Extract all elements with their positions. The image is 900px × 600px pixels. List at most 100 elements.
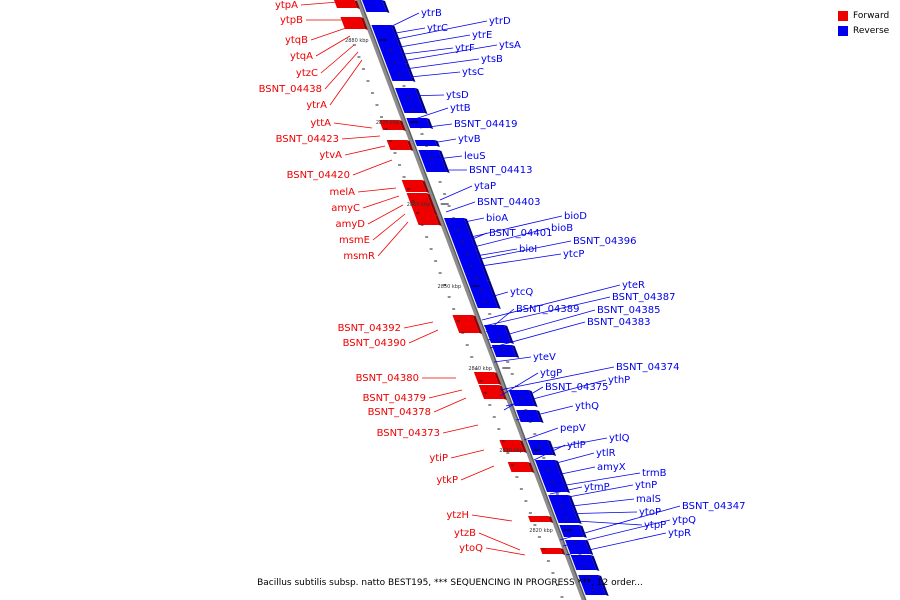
forward-gene-amyd-leader bbox=[367, 204, 404, 225]
reverse-gene-trmb-leader bbox=[547, 472, 641, 489]
reverse-gene-ytrd-label: ytrD bbox=[489, 16, 511, 27]
forward-gene-bsnt-04423-label: BSNT_04423 bbox=[276, 134, 339, 145]
reverse-gene-bsnt-04385-leader bbox=[487, 309, 596, 341]
forward-gene-bsnt-04378-leader bbox=[433, 397, 467, 413]
reverse-gene-ytcq-label: ytcQ bbox=[510, 287, 533, 298]
forward-gene-mela-leader bbox=[357, 187, 397, 193]
forward-feature-12 bbox=[507, 462, 532, 472]
reverse-gene-ytsd-label: ytsD bbox=[446, 90, 469, 101]
forward-feature-4 bbox=[386, 140, 411, 150]
forward-feature-2 bbox=[340, 17, 365, 29]
forward-gene-bsnt-04379-label: BSNT_04379 bbox=[363, 393, 426, 404]
reverse-gene-bsnt-04413-label: BSNT_04413 bbox=[469, 165, 532, 176]
reverse-gene-ytpq-label: ytpQ bbox=[672, 515, 696, 526]
reverse-feature-14 bbox=[516, 410, 541, 422]
forward-feature-1 bbox=[334, 0, 358, 8]
map-caption: Bacillus subtilis subsp. natto BEST195, … bbox=[257, 578, 643, 588]
reverse-gene-ytcp-label: ytcP bbox=[563, 249, 584, 260]
forward-gene-bsnt-04392-label: BSNT_04392 bbox=[338, 323, 401, 334]
reverse-gene-bsnt-04396-leader bbox=[465, 240, 572, 263]
reverse-gene-bsnt-04347-leader bbox=[559, 505, 681, 541]
reverse-swatch bbox=[838, 25, 848, 36]
reverse-feature-10 bbox=[467, 280, 498, 308]
forward-gene-bsnt-04390-leader bbox=[408, 329, 439, 344]
reverse-feature-4-edge bbox=[415, 88, 428, 114]
reverse-feature-8 bbox=[443, 218, 476, 250]
forward-gene-ytta-leader bbox=[333, 122, 373, 129]
reverse-feature-7 bbox=[418, 150, 447, 172]
reverse-feature-5 bbox=[406, 118, 431, 128]
reverse-gene-ytrd-leader bbox=[391, 20, 488, 41]
forward-gene-bsnt-04380-label: BSNT_04380 bbox=[356, 373, 419, 384]
reverse-feature-1 bbox=[362, 0, 387, 12]
reverse-gene-bioa-label: bioA bbox=[486, 213, 508, 224]
reverse-gene-bsnt-04347-label: BSNT_04347 bbox=[682, 501, 745, 512]
reverse-feature-12-edge bbox=[511, 345, 520, 358]
forward-gene-ytpa-label: ytpA bbox=[275, 0, 298, 11]
forward-gene-bsnt-04379-leader bbox=[428, 389, 463, 399]
reverse-gene-biod-label: bioD bbox=[564, 211, 587, 222]
reverse-gene-ytsa-leader bbox=[395, 44, 498, 63]
reverse-feature-18-edge bbox=[579, 525, 587, 538]
forward-feature-7 bbox=[414, 215, 439, 225]
reverse-gene-ytlp-leader bbox=[533, 444, 566, 461]
reverse-gene-ytmp-leader bbox=[549, 486, 583, 495]
reverse-feature-3-edge bbox=[405, 63, 416, 82]
reverse-gene-ytre-label: ytrE bbox=[472, 30, 492, 41]
reverse-gene-ytsb-leader bbox=[397, 58, 480, 71]
reverse-gene-yter-leader bbox=[481, 284, 621, 321]
forward-gene-ytzc-label: ytzC bbox=[296, 68, 318, 79]
reverse-gene-bsnt-04375-label: BSNT_04375 bbox=[545, 382, 608, 393]
reverse-gene-ytsa-label: ytsA bbox=[499, 40, 521, 51]
reverse-gene-ytcp-leader bbox=[467, 253, 562, 269]
forward-feature-11-edge bbox=[519, 440, 527, 453]
reverse-gene-leus-label: leuS bbox=[464, 151, 486, 162]
reverse-gene-bsnt-04419-leader bbox=[419, 123, 453, 129]
forward-gene-bsnt-04378-label: BSNT_04378 bbox=[368, 407, 431, 418]
reverse-feature-6 bbox=[414, 140, 437, 146]
reverse-gene-bioa-leader bbox=[449, 217, 485, 226]
reverse-gene-ytpp-label: ytpP bbox=[644, 520, 666, 531]
scale-label: 2830 kbp bbox=[499, 448, 523, 454]
reverse-gene-ytpr-label: ytpR bbox=[668, 528, 691, 539]
reverse-gene-mals-label: malS bbox=[636, 494, 661, 505]
forward-gene-bsnt-04438-leader bbox=[324, 51, 359, 90]
reverse-gene-ytgp-label: ytgP bbox=[540, 368, 562, 379]
forward-gene-ytzh-label: ytzH bbox=[446, 510, 469, 521]
reverse-feature-14-edge bbox=[536, 410, 544, 423]
forward-feature-11 bbox=[499, 440, 524, 452]
reverse-gene-ytlr-label: ytlR bbox=[596, 448, 616, 459]
reverse-gene-leus-leader bbox=[427, 155, 463, 161]
reverse-gene-ytre-leader bbox=[393, 34, 471, 49]
scale-label: 2840 kbp bbox=[468, 366, 492, 372]
reverse-gene-ytev-label: yteV bbox=[533, 352, 556, 363]
forward-feature-9-edge bbox=[493, 372, 502, 385]
reverse-gene-ytap-leader bbox=[439, 185, 473, 201]
forward-gene-bsnt-04392-leader bbox=[403, 321, 434, 329]
forward-feature-7-edge bbox=[434, 215, 442, 226]
reverse-gene-ytev-leader bbox=[493, 356, 532, 363]
reverse-gene-ytrb-label: ytrB bbox=[421, 8, 442, 19]
reverse-gene-amyx-label: amyX bbox=[597, 462, 626, 473]
forward-gene-ytzc-leader bbox=[320, 44, 355, 74]
reverse-feature-4 bbox=[395, 88, 425, 113]
forward-feature-4-edge bbox=[406, 140, 414, 151]
forward-feature-10-edge bbox=[498, 385, 508, 400]
reverse-gene-ytrf-label: ytrF bbox=[455, 43, 475, 54]
forward-feature-14 bbox=[540, 548, 563, 554]
legend-item-forward: Forward bbox=[838, 8, 889, 23]
reverse-gene-amyx-leader bbox=[541, 466, 596, 479]
reverse-gene-yttb-label: yttB bbox=[450, 103, 471, 114]
reverse-gene-bsnt-04389-leader bbox=[485, 308, 515, 333]
reverse-feature-12 bbox=[491, 345, 517, 357]
reverse-feature-8-edge bbox=[463, 218, 479, 251]
forward-feature-1-edge bbox=[354, 0, 361, 9]
forward-gene-ytqa-label: ytqA bbox=[290, 51, 313, 62]
forward-gene-mela-label: melA bbox=[329, 187, 355, 198]
reverse-gene-ytsb-label: ytsB bbox=[481, 54, 503, 65]
reverse-gene-ytnp-label: ytnP bbox=[635, 480, 657, 491]
reverse-gene-biod-leader bbox=[457, 215, 563, 241]
reverse-gene-trmb-label: trmB bbox=[642, 468, 667, 479]
